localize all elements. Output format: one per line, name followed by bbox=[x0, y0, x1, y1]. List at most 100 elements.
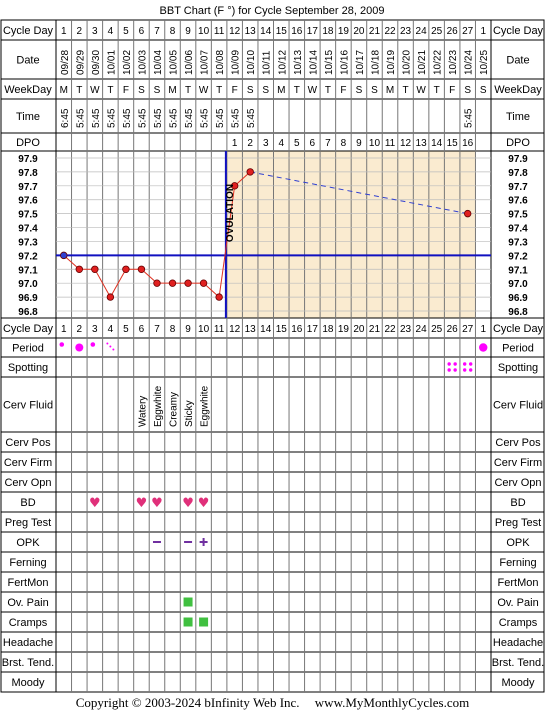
spotting-dot bbox=[462, 368, 467, 372]
weekday-cell: W bbox=[199, 85, 209, 96]
row-label-cerv_pos: Cerv Pos bbox=[5, 437, 51, 449]
temp-point bbox=[137, 265, 146, 273]
cycle-day-cell: 21 bbox=[369, 26, 381, 37]
time-cell: 5:45 bbox=[169, 108, 180, 128]
dpo-cell: 10 bbox=[369, 138, 381, 149]
weekday-cell: S bbox=[464, 85, 471, 96]
temp-point bbox=[75, 265, 84, 273]
y-tick-right: 97.5 bbox=[508, 210, 528, 221]
time-cell: 5:45 bbox=[122, 108, 133, 128]
cycle-day-cell: 14 bbox=[260, 324, 272, 335]
spotting-dot bbox=[468, 368, 473, 372]
dpo-cell: 2 bbox=[247, 138, 253, 149]
dpo-cell: 11 bbox=[385, 138, 396, 149]
chart-title: BBT Chart (F °) for Cycle September 28, … bbox=[160, 5, 385, 17]
weekday-cell: T bbox=[294, 85, 300, 96]
temp-point bbox=[122, 265, 130, 273]
time-cell: 5:45 bbox=[200, 108, 211, 128]
date-cell: 10/16 bbox=[339, 50, 350, 75]
date-cell: 10/20 bbox=[402, 50, 413, 75]
cycle-day-cell: 22 bbox=[384, 324, 396, 335]
dpo-cell: 15 bbox=[447, 138, 459, 149]
row-label-right-ov_pain: Ov. Pain bbox=[497, 597, 538, 609]
site-link[interactable]: www.MyMonthlyCycles.com bbox=[314, 695, 470, 710]
spotting-dot bbox=[453, 368, 457, 372]
row-label-preg_test: Preg Test bbox=[5, 517, 51, 529]
date-cell: 10/24 bbox=[464, 50, 475, 75]
cycle-day-cell: 4 bbox=[108, 324, 114, 335]
spotting-dot bbox=[447, 368, 451, 372]
dpo-cell: 7 bbox=[325, 138, 331, 149]
temperature-plot: ♥ ♥ ♥ ♥ ♥ bbox=[56, 151, 491, 627]
row-label-bd: BD bbox=[20, 497, 35, 509]
cycle-day-cell: 26 bbox=[447, 26, 459, 37]
period-heavy bbox=[75, 343, 84, 352]
bd-heart-icon: ♥ bbox=[182, 496, 194, 511]
row-label-weekday: WeekDay bbox=[4, 84, 52, 96]
spotting-dot bbox=[468, 362, 473, 366]
row-label-dpo: DPO bbox=[16, 137, 40, 149]
date-cell: 10/02 bbox=[122, 50, 133, 75]
bd-heart-icon: ♥ bbox=[198, 496, 210, 511]
bd-heart-icon: ♥ bbox=[136, 496, 148, 511]
row-label-right-preg_test: Preg Test bbox=[495, 517, 541, 529]
cycle-day-cell: 5 bbox=[123, 26, 129, 37]
dpo-cell: 3 bbox=[263, 138, 269, 149]
date-cell: 10/13 bbox=[293, 50, 304, 75]
y-tick-left: 97.6 bbox=[18, 196, 38, 207]
row-label-brst_tend: Brst. Tend. bbox=[2, 657, 54, 669]
chart-grid bbox=[0, 19, 545, 693]
cycle-day-cell: 27 bbox=[462, 26, 474, 37]
temp-point bbox=[60, 251, 68, 260]
cycle-day-cell: 1 bbox=[61, 26, 67, 37]
weekday-cell: T bbox=[216, 85, 222, 96]
row-label-right-fertmon: FertMon bbox=[498, 577, 539, 589]
time-cell: 5:45 bbox=[246, 108, 257, 128]
y-tick-left: 97.0 bbox=[18, 279, 38, 290]
cycle-day-cell: 20 bbox=[353, 324, 365, 335]
y-tick-left: 97.4 bbox=[18, 224, 38, 235]
time-cell: 5:45 bbox=[215, 108, 226, 128]
cycle-day-cell: 10 bbox=[198, 324, 210, 335]
y-tick-left: 97.2 bbox=[18, 251, 38, 262]
y-tick-left: 97.1 bbox=[18, 265, 38, 276]
row-label-right-cerv_firm: Cerv Firm bbox=[494, 457, 542, 469]
cycle-day-cell: 7 bbox=[154, 26, 160, 37]
row-label-right-dpo: DPO bbox=[506, 137, 530, 149]
time-cell: 5:45 bbox=[184, 108, 195, 128]
cycle-day-cell: 26 bbox=[447, 324, 459, 335]
time-cell: 5:45 bbox=[91, 108, 102, 128]
row-label-right-ferning: Ferning bbox=[499, 557, 536, 569]
cramps-marker bbox=[199, 617, 209, 627]
row-label-right-opk: OPK bbox=[506, 537, 530, 549]
cycle-day-cell: 13 bbox=[245, 26, 257, 37]
cycle-day-cell: 12 bbox=[229, 324, 241, 335]
y-tick-right: 97.4 bbox=[508, 224, 528, 235]
time-cell: 5:45 bbox=[153, 108, 164, 128]
temp-point bbox=[153, 279, 161, 287]
cycle-day-cell: 19 bbox=[338, 324, 350, 335]
y-tick-left: 97.8 bbox=[18, 168, 38, 179]
row-label-cycle_day: Cycle Day bbox=[3, 323, 54, 335]
row-label-right-period: Period bbox=[502, 343, 534, 355]
date-cell: 10/23 bbox=[448, 50, 459, 75]
copyright-text: Copyright © 2003-2024 bInfinity Web Inc. bbox=[75, 695, 300, 710]
date-cell: 10/19 bbox=[386, 50, 397, 75]
period-spot bbox=[112, 348, 115, 351]
cycle-day-cell: 5 bbox=[123, 324, 129, 335]
cycle-day-cell: 6 bbox=[139, 26, 145, 37]
date-cell: 10/15 bbox=[324, 50, 335, 75]
y-tick-left: 97.3 bbox=[18, 237, 38, 248]
cycle-day-cell: 11 bbox=[214, 26, 225, 37]
cycle-day-cell: 13 bbox=[245, 324, 257, 335]
y-tick-right: 96.8 bbox=[508, 307, 528, 318]
row-label-opk: OPK bbox=[16, 537, 40, 549]
temp-segment bbox=[250, 171, 468, 215]
temp-segment bbox=[94, 269, 111, 298]
date-cell: 10/03 bbox=[137, 50, 148, 75]
cycle-day-cell: 17 bbox=[307, 324, 319, 335]
date-cell: 10/12 bbox=[277, 50, 288, 75]
cycle-day-cell: 4 bbox=[108, 26, 114, 37]
temp-point bbox=[184, 279, 192, 287]
time-cell: 5:45 bbox=[231, 108, 242, 128]
